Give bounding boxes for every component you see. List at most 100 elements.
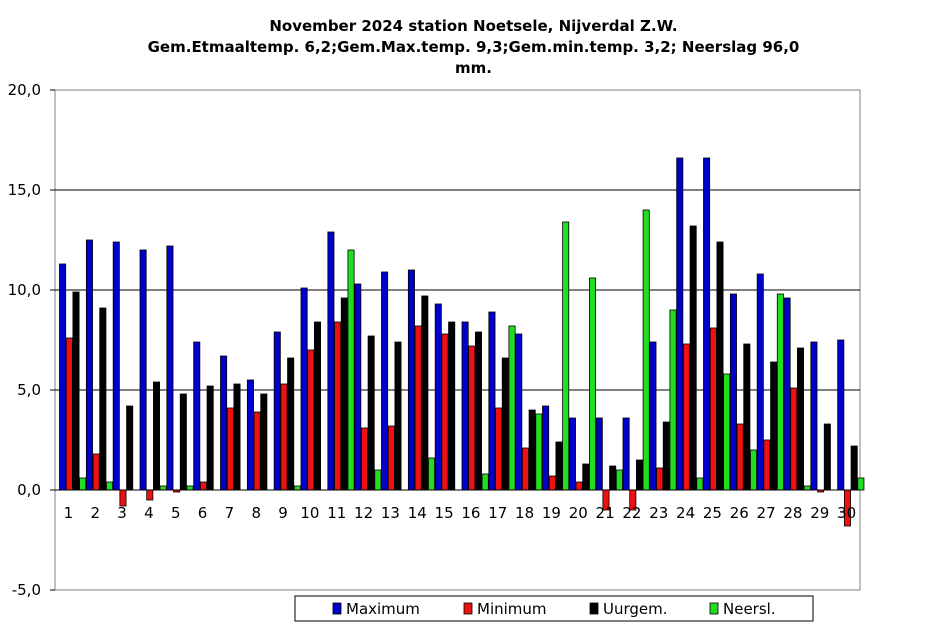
y-tick-label: 15,0 bbox=[8, 181, 41, 199]
x-tick-label: 19 bbox=[542, 504, 561, 522]
bar-maximum-day-2 bbox=[85, 239, 93, 491]
legend-swatch-neersl bbox=[709, 602, 719, 615]
bar-neersl-day-27 bbox=[776, 293, 784, 491]
bar-uurgem-day-18 bbox=[528, 409, 536, 491]
bar-neersl-day-1 bbox=[79, 477, 87, 491]
bar-minimum-day-9 bbox=[280, 383, 288, 491]
bar-neersl-day-20 bbox=[589, 277, 597, 491]
bar-uurgem-day-8 bbox=[260, 393, 268, 491]
bar-neersl-day-16 bbox=[481, 473, 489, 491]
x-tick-label: 3 bbox=[117, 504, 127, 522]
x-tick-label: 25 bbox=[703, 504, 722, 522]
bar-neersl-day-21 bbox=[615, 469, 623, 491]
bar-maximum-day-8 bbox=[246, 379, 254, 491]
bar-maximum-day-21 bbox=[595, 417, 603, 491]
y-tick-label: 10,0 bbox=[8, 281, 41, 299]
bar-uurgem-day-25 bbox=[716, 241, 724, 491]
bar-maximum-day-26 bbox=[729, 293, 737, 491]
legend-label-neersl: Neersl. bbox=[723, 600, 776, 618]
legend: Maximum Minimum Uurgem. Neersl. bbox=[294, 595, 814, 622]
bar-uurgem-day-20 bbox=[582, 463, 590, 491]
legend-label-uurgem: Uurgem. bbox=[603, 600, 668, 618]
y-tick-label: 20,0 bbox=[8, 81, 41, 99]
x-tick-label: 5 bbox=[171, 504, 181, 522]
bar-uurgem-day-16 bbox=[474, 331, 482, 491]
legend-swatch-uurgem bbox=[589, 602, 599, 615]
bar-maximum-day-29 bbox=[810, 341, 818, 491]
bar-minimum-day-24 bbox=[682, 343, 690, 491]
bar-minimum-day-25 bbox=[709, 327, 717, 491]
x-tick-label: 27 bbox=[757, 504, 776, 522]
bar-uurgem-day-23 bbox=[662, 421, 670, 491]
bar-minimum-day-28 bbox=[790, 387, 798, 491]
bar-minimum-day-11 bbox=[334, 321, 342, 491]
bar-uurgem-day-9 bbox=[287, 357, 295, 491]
bar-neersl-day-24 bbox=[696, 477, 704, 491]
bar-uurgem-day-11 bbox=[340, 297, 348, 491]
x-tick-label: 29 bbox=[810, 504, 829, 522]
bars bbox=[55, 157, 865, 527]
bar-uurgem-day-2 bbox=[99, 307, 107, 491]
bar-maximum-day-7 bbox=[220, 355, 228, 491]
bar-maximum-day-19 bbox=[542, 405, 550, 491]
bar-uurgem-day-29 bbox=[823, 423, 831, 491]
bar-minimum-day-7 bbox=[226, 407, 234, 491]
bar-maximum-day-13 bbox=[381, 271, 389, 491]
x-tick-label: 30 bbox=[837, 504, 856, 522]
x-tick-label: 1 bbox=[64, 504, 74, 522]
bar-maximum-day-30 bbox=[837, 339, 845, 491]
bar-uurgem-day-7 bbox=[233, 383, 241, 491]
bar-neersl-day-11 bbox=[347, 249, 355, 491]
x-tick-label: 18 bbox=[515, 504, 534, 522]
legend-label-minimum: Minimum bbox=[477, 600, 547, 618]
x-tick-label: 15 bbox=[435, 504, 454, 522]
bar-neersl-day-19 bbox=[562, 221, 570, 491]
bar-minimum-day-2 bbox=[92, 453, 100, 491]
bar-maximum-day-24 bbox=[676, 157, 684, 491]
y-tick-label: 5,0 bbox=[17, 381, 41, 399]
x-axis-ticks: 1 2 3 4 5 6 7 8 9 10 11 12 13 14 15 16 17 18 19 20 21 22 23 24 2… bbox=[64, 504, 856, 522]
bar-neersl-day-23 bbox=[669, 309, 677, 491]
bar-maximum-day-27 bbox=[756, 273, 764, 491]
legend-swatch-maximum bbox=[332, 602, 342, 615]
bar-maximum-day-15 bbox=[434, 303, 442, 491]
bar-maximum-day-22 bbox=[622, 417, 630, 491]
bar-maximum-day-6 bbox=[193, 341, 201, 491]
chart-title-line-2: Gem.Etmaaltemp. 6,2;Gem.Max.temp. 9,3;Ge… bbox=[147, 38, 800, 56]
bar-minimum-day-20 bbox=[575, 481, 583, 491]
bar-neersl-day-18 bbox=[535, 413, 543, 491]
legend-label-maximum: Maximum bbox=[346, 600, 420, 618]
x-tick-label: 16 bbox=[461, 504, 480, 522]
bar-uurgem-day-27 bbox=[770, 361, 778, 491]
bar-neersl-day-12 bbox=[374, 469, 382, 491]
bar-minimum-day-16 bbox=[468, 345, 476, 491]
bar-neersl-day-2 bbox=[106, 481, 114, 491]
bar-minimum-day-10 bbox=[307, 349, 315, 491]
bar-minimum-day-6 bbox=[199, 481, 207, 491]
bar-maximum-day-14 bbox=[407, 269, 415, 491]
x-tick-label: 28 bbox=[783, 504, 802, 522]
bar-uurgem-day-26 bbox=[743, 343, 751, 491]
bar-maximum-day-11 bbox=[327, 231, 335, 491]
bar-uurgem-day-24 bbox=[689, 225, 697, 491]
bar-uurgem-day-4 bbox=[152, 381, 160, 491]
bar-minimum-day-14 bbox=[414, 325, 422, 491]
bar-minimum-day-27 bbox=[763, 439, 771, 491]
y-tick-label: -5,0 bbox=[12, 581, 41, 599]
bar-minimum-day-15 bbox=[441, 333, 449, 491]
x-tick-label: 4 bbox=[144, 504, 154, 522]
bar-neersl-day-17 bbox=[508, 325, 516, 491]
bar-minimum-day-4 bbox=[146, 489, 154, 501]
x-tick-label: 24 bbox=[676, 504, 695, 522]
legend-swatch-minimum bbox=[463, 602, 473, 615]
bar-maximum-day-25 bbox=[703, 157, 711, 491]
x-tick-label: 17 bbox=[488, 504, 507, 522]
bar-minimum-day-17 bbox=[495, 407, 503, 491]
y-tick-label: 0,0 bbox=[17, 481, 41, 499]
bar-maximum-day-20 bbox=[568, 417, 576, 491]
x-tick-label: 22 bbox=[622, 504, 641, 522]
bar-maximum-day-23 bbox=[649, 341, 657, 491]
bar-minimum-day-19 bbox=[548, 475, 556, 491]
bar-minimum-day-13 bbox=[387, 425, 395, 491]
